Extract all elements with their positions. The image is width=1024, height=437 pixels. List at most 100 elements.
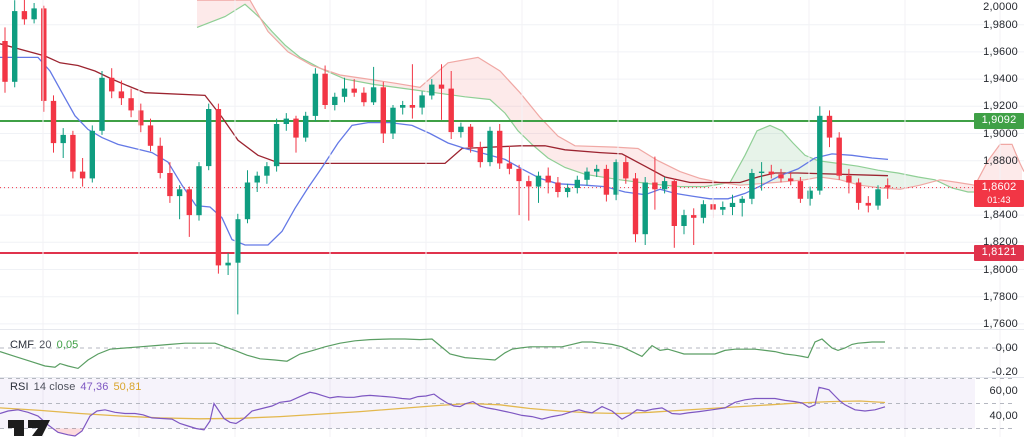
candle[interactable] — [875, 185, 881, 210]
candle[interactable] — [370, 66, 377, 105]
candle[interactable] — [613, 159, 619, 201]
candle[interactable] — [836, 132, 842, 180]
candle[interactable] — [341, 77, 348, 103]
candle[interactable] — [2, 27, 8, 93]
candle[interactable] — [419, 91, 425, 115]
candle[interactable] — [623, 156, 629, 184]
candle[interactable] — [729, 194, 736, 216]
candle[interactable] — [603, 164, 610, 202]
price-axis-label[interactable]: 1,8000 — [983, 263, 1018, 276]
candle[interactable] — [41, 5, 47, 112]
hline-lower-price-badge[interactable]: 1,8121 — [974, 245, 1024, 262]
price-axis-label[interactable]: 1,9600 — [983, 45, 1018, 58]
candle[interactable] — [303, 111, 309, 142]
candle[interactable] — [574, 175, 580, 194]
candle[interactable] — [380, 81, 386, 143]
candle[interactable] — [506, 145, 513, 175]
candle[interactable] — [400, 100, 406, 115]
candle[interactable] — [564, 183, 571, 198]
candle[interactable] — [21, 0, 28, 25]
candle[interactable] — [128, 88, 134, 118]
candle[interactable] — [516, 164, 522, 216]
candle[interactable] — [79, 158, 86, 187]
candle[interactable] — [545, 167, 551, 194]
candle[interactable] — [60, 128, 66, 158]
candle[interactable] — [671, 178, 677, 248]
candle[interactable] — [157, 137, 163, 179]
candle[interactable] — [186, 186, 192, 237]
candle[interactable] — [535, 171, 542, 203]
candle[interactable] — [467, 124, 474, 153]
cmf-axis-label[interactable]: -0.20 — [991, 366, 1018, 378]
price-axis-label[interactable]: 1,9800 — [983, 18, 1018, 31]
candle[interactable] — [807, 186, 813, 206]
candle[interactable] — [89, 125, 95, 183]
candle[interactable] — [283, 113, 289, 131]
candle[interactable] — [118, 80, 125, 106]
candle[interactable] — [264, 162, 270, 184]
price-axis-label[interactable]: 1,8400 — [983, 209, 1018, 222]
cmf-axis-label[interactable]: 0,00 — [995, 342, 1018, 354]
tradingview-logo-icon[interactable] — [8, 419, 58, 437]
candle[interactable] — [865, 196, 871, 213]
candle[interactable] — [31, 3, 37, 24]
candle[interactable] — [458, 122, 464, 138]
candle[interactable] — [652, 156, 658, 210]
candle[interactable] — [12, 0, 18, 88]
candle[interactable] — [50, 95, 57, 153]
candle[interactable] — [147, 118, 154, 152]
candle[interactable] — [176, 185, 183, 220]
candle[interactable] — [361, 87, 367, 107]
candle[interactable] — [661, 177, 668, 194]
candle[interactable] — [632, 173, 639, 243]
candle[interactable] — [497, 124, 503, 169]
candle[interactable] — [167, 162, 173, 203]
price-axis-label[interactable]: 1,9200 — [983, 100, 1018, 113]
price-axis-label[interactable]: 1,8200 — [983, 236, 1018, 249]
candle[interactable] — [254, 171, 260, 192]
candle[interactable] — [235, 213, 241, 315]
candle[interactable] — [438, 64, 445, 120]
candle[interactable] — [526, 175, 532, 221]
candle[interactable] — [584, 167, 590, 186]
candle[interactable] — [312, 68, 319, 122]
candle[interactable] — [293, 115, 299, 153]
candle[interactable] — [885, 178, 891, 199]
candle[interactable] — [797, 177, 804, 203]
hline-upper-price-badge[interactable]: 1,9092 — [974, 113, 1024, 129]
candle[interactable] — [487, 126, 493, 167]
candle[interactable] — [720, 201, 726, 216]
candle[interactable] — [322, 65, 328, 110]
candle[interactable] — [332, 92, 338, 111]
candle[interactable] — [846, 168, 852, 194]
candle[interactable] — [555, 177, 561, 198]
price-axis-label[interactable]: 1,9400 — [983, 73, 1018, 86]
candle[interactable] — [788, 173, 794, 186]
candle[interactable] — [826, 110, 833, 148]
candle[interactable] — [749, 168, 755, 205]
candle[interactable] — [700, 200, 707, 224]
price-axis-label[interactable]: 1,8800 — [983, 154, 1018, 167]
candle[interactable] — [477, 141, 483, 168]
cmf-legend[interactable]: CMF 20 0,05 — [10, 339, 83, 351]
candle[interactable] — [215, 103, 222, 274]
candle[interactable] — [429, 79, 435, 100]
candle[interactable] — [448, 71, 454, 139]
candle[interactable] — [273, 118, 280, 172]
rsi-axis-label[interactable]: 60,00 — [989, 385, 1018, 397]
candle[interactable] — [225, 253, 231, 275]
candle[interactable] — [99, 71, 105, 135]
candle[interactable] — [778, 168, 784, 183]
rsi-legend[interactable]: RSI 14 close 47,36 50,81 — [10, 381, 146, 393]
candle[interactable] — [196, 162, 202, 221]
candle[interactable] — [390, 105, 396, 139]
candle[interactable] — [739, 196, 745, 217]
candle[interactable] — [70, 130, 76, 179]
price-axis-label[interactable]: 1,7800 — [983, 290, 1018, 303]
candle[interactable] — [594, 164, 600, 177]
candle[interactable] — [855, 178, 862, 210]
candle[interactable] — [351, 79, 357, 97]
candle[interactable] — [138, 103, 144, 133]
candle[interactable] — [409, 64, 416, 119]
